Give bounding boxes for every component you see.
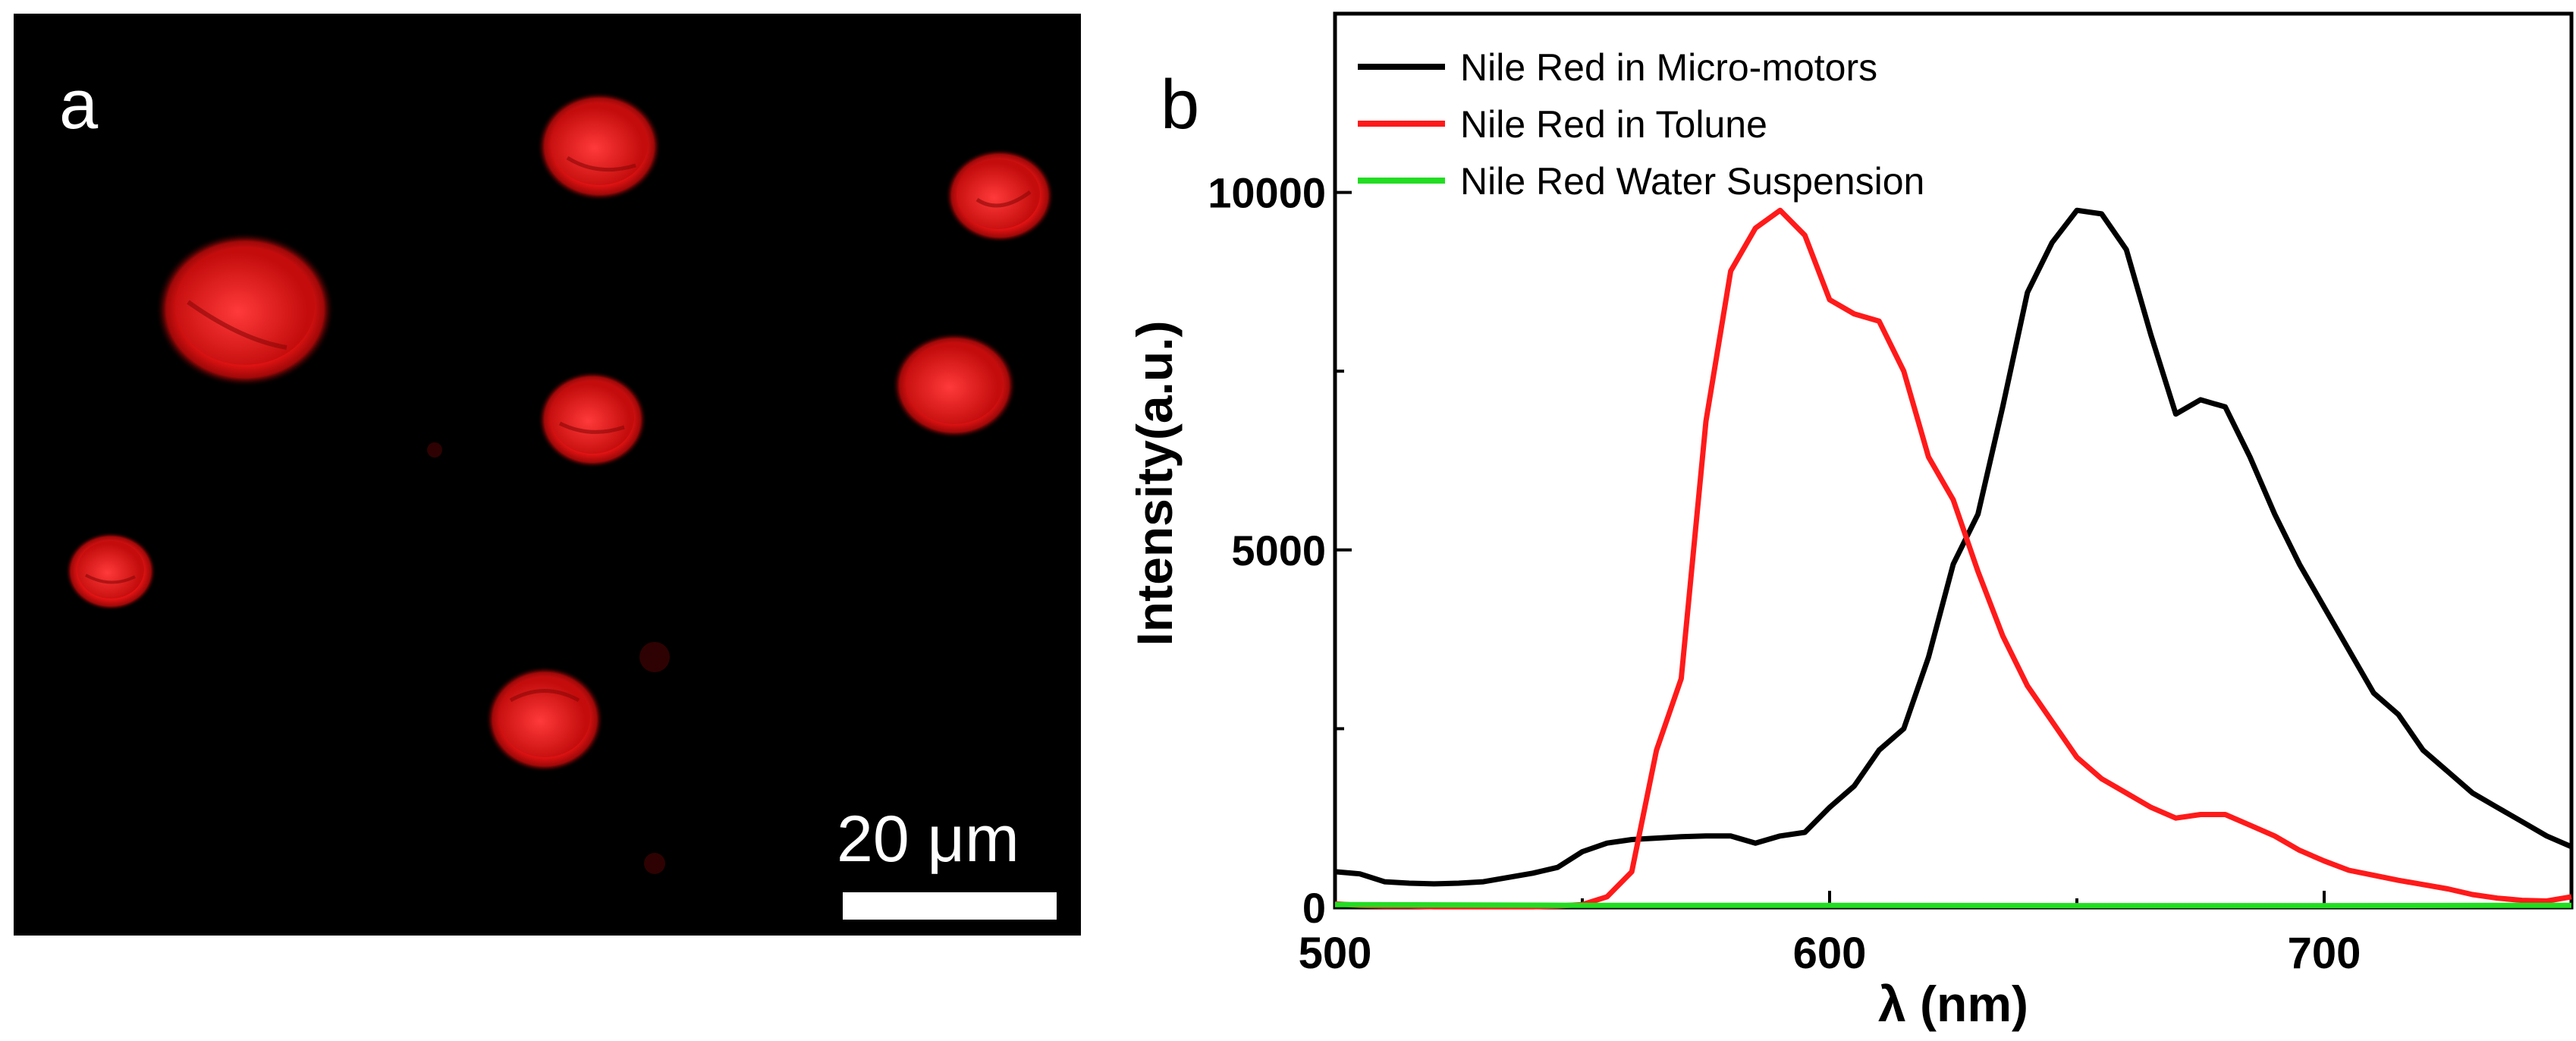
chart-svg: 500 600 700 0 5000 10000 λ (nm) Intensity(a.u.)…	[1126, 11, 2574, 1032]
legend-label: Nile Red in Micro-motors	[1460, 46, 1877, 89]
microdroplet	[485, 666, 604, 772]
faint-speck	[427, 442, 442, 458]
y-tick-label: 10000	[1208, 169, 1326, 217]
scale-bar-label: 20 μm	[837, 803, 1019, 876]
microdroplet	[538, 371, 647, 468]
y-tick-label: 0	[1302, 884, 1326, 932]
x-tick-label: 700	[2288, 929, 2361, 978]
series-line-1	[1334, 207, 2573, 887]
x-axis-label: λ (nm)	[1878, 976, 2028, 1032]
legend-label: Nile Red in Tolune	[1460, 103, 1767, 146]
panel-label-b: b	[1161, 66, 1200, 143]
scale-bar	[843, 892, 1057, 920]
microdroplet	[156, 232, 335, 387]
legend-label: Nile Red Water Suspension	[1460, 160, 1924, 203]
microdroplet	[65, 532, 156, 611]
x-tick-label: 600	[1793, 929, 1867, 978]
series-line-3	[1334, 901, 2572, 909]
microdroplet	[892, 332, 1016, 439]
y-tick-label: 5000	[1231, 527, 1326, 574]
panel-label-a: a	[59, 66, 99, 143]
y-axis-label: Intensity(a.u.)	[1126, 320, 1183, 646]
plot-frame	[1333, 11, 2574, 910]
faint-speck	[639, 642, 670, 672]
x-tick-label: 500	[1299, 929, 1372, 978]
micrograph-image	[65, 92, 1054, 874]
microdroplet	[537, 92, 661, 201]
faint-speck	[644, 853, 665, 874]
emission-spectrum-chart: 500 600 700 0 5000 10000 λ (nm) Intensity(a.u.)…	[1089, 0, 2576, 1041]
fluorescence-micrograph: 20 μm	[14, 14, 1081, 936]
microdroplet	[945, 149, 1054, 243]
